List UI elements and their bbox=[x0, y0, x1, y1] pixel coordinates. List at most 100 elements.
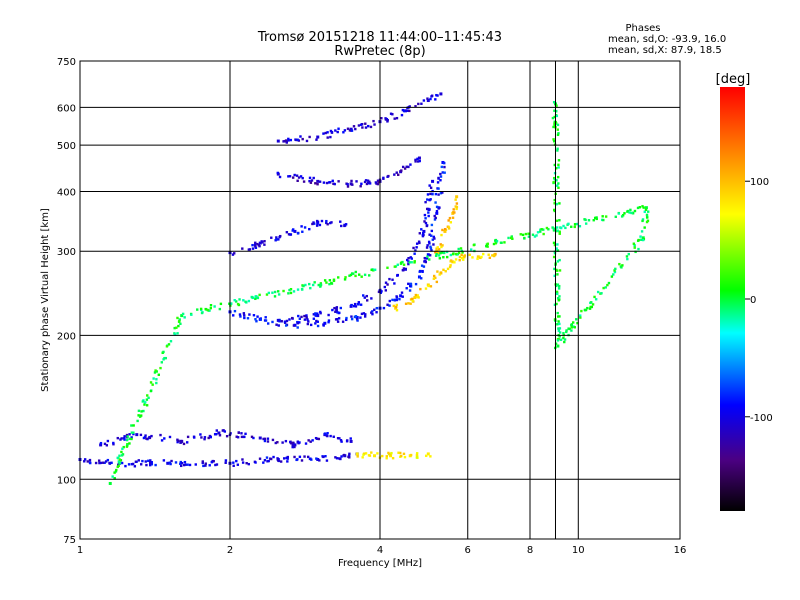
scatter-dot bbox=[434, 251, 437, 254]
scatter-dot bbox=[141, 459, 144, 463]
scatter-dot bbox=[339, 220, 342, 223]
scatter-dot bbox=[337, 317, 341, 320]
plot-frame bbox=[79, 60, 681, 540]
scatter-dot bbox=[266, 440, 270, 443]
scatter-dot bbox=[556, 315, 560, 318]
scatter-dot bbox=[297, 314, 300, 318]
scatter-dot bbox=[83, 460, 86, 463]
scatter-dot bbox=[315, 319, 318, 323]
scatter-dot bbox=[426, 97, 429, 100]
scatter-dot bbox=[315, 224, 319, 227]
scatter-dot bbox=[263, 458, 267, 462]
scatter-dot bbox=[412, 246, 415, 250]
scatter-dot bbox=[425, 224, 429, 228]
data-point bbox=[108, 481, 112, 485]
scatter-dot bbox=[510, 235, 513, 238]
scatter-dot bbox=[288, 175, 292, 178]
scatter-dot bbox=[632, 242, 636, 245]
scatter-dot bbox=[364, 179, 368, 182]
scatter-dot bbox=[150, 461, 153, 464]
scatter-dot bbox=[252, 314, 256, 317]
scatter-dot bbox=[312, 317, 316, 320]
scatter-dot bbox=[376, 182, 380, 186]
scatter-dot bbox=[419, 287, 422, 291]
scatter-dot bbox=[236, 436, 240, 439]
scatter-dot bbox=[435, 252, 438, 256]
scatter-dot bbox=[436, 181, 440, 184]
scatter-dot bbox=[280, 319, 283, 323]
scatter-dot bbox=[99, 441, 103, 445]
scatter-dot bbox=[168, 461, 172, 464]
scatter-dot bbox=[315, 457, 318, 460]
scatter-dot bbox=[384, 289, 388, 292]
scatter-dot bbox=[423, 220, 426, 223]
scatter-dot bbox=[593, 216, 597, 220]
scatter-dot bbox=[266, 322, 270, 325]
scatter-dot bbox=[427, 211, 430, 214]
scatter-dot bbox=[390, 451, 393, 455]
scatter-dot bbox=[388, 277, 391, 281]
scatter-dot bbox=[303, 455, 306, 458]
scatter-dot bbox=[634, 250, 637, 254]
scatter-dot bbox=[434, 216, 437, 220]
scatter-dot bbox=[410, 257, 414, 260]
scatter-dot bbox=[395, 303, 398, 307]
scatter-dot bbox=[402, 263, 406, 266]
scatter-dot bbox=[149, 459, 152, 462]
scatter-dot bbox=[313, 281, 316, 284]
scatter-dot bbox=[580, 309, 583, 313]
scatter-dot bbox=[646, 219, 650, 222]
scatter-dot bbox=[263, 243, 266, 246]
chart-title: Tromsø 20151218 11:44:00–11:45:43 bbox=[257, 30, 502, 45]
scatter-dot bbox=[340, 224, 343, 228]
scatter-dot bbox=[509, 236, 513, 240]
scatter-dot bbox=[426, 198, 429, 201]
data-point bbox=[316, 457, 320, 461]
scatter-dot bbox=[273, 295, 277, 298]
scatter-dot bbox=[354, 270, 357, 274]
scatter-dot bbox=[408, 105, 411, 108]
scatter-dot bbox=[179, 462, 182, 465]
scatter-dot bbox=[348, 274, 351, 277]
scatter-dot bbox=[210, 460, 213, 464]
scatter-dot bbox=[370, 311, 373, 314]
scatter-dot bbox=[125, 445, 129, 448]
scatter-dot bbox=[177, 439, 180, 443]
scatter-dot bbox=[255, 295, 258, 298]
scatter-dot bbox=[583, 308, 587, 312]
data-point bbox=[373, 454, 377, 458]
scatter-dot bbox=[225, 434, 229, 438]
scatter-dot bbox=[224, 461, 227, 464]
scatter-dot bbox=[298, 441, 301, 444]
scatter-dot bbox=[421, 231, 425, 235]
scatter-dot bbox=[296, 326, 299, 329]
scatter-dot bbox=[460, 256, 464, 260]
colorbar-tick-label: 100 bbox=[750, 177, 769, 188]
scatter-dot bbox=[556, 283, 560, 286]
scatter-dot bbox=[229, 432, 232, 435]
scatter-dot bbox=[366, 181, 370, 185]
scatter-dot bbox=[123, 435, 126, 438]
scatter-dot bbox=[436, 270, 439, 273]
scatter-dot bbox=[555, 290, 559, 294]
data-point bbox=[316, 135, 320, 139]
scatter-dot bbox=[125, 438, 129, 442]
data-point bbox=[166, 461, 170, 465]
scatter-dot bbox=[314, 182, 317, 185]
scatter-dot bbox=[441, 228, 444, 232]
scatter-dot bbox=[323, 432, 327, 435]
scatter-dot bbox=[435, 210, 439, 213]
scatter-dot bbox=[130, 437, 133, 441]
scatter-dot bbox=[339, 438, 343, 442]
scatter-dot bbox=[623, 212, 626, 215]
scatter-dot bbox=[130, 424, 133, 427]
scatter-dot bbox=[553, 202, 556, 205]
scatter-dot bbox=[409, 298, 413, 301]
data-point bbox=[399, 294, 403, 298]
scatter-dot bbox=[384, 281, 388, 284]
scatter-dot bbox=[438, 206, 441, 209]
scatter-dot bbox=[335, 306, 339, 309]
scatter-dot bbox=[641, 238, 645, 242]
scatter-dot bbox=[403, 455, 407, 459]
